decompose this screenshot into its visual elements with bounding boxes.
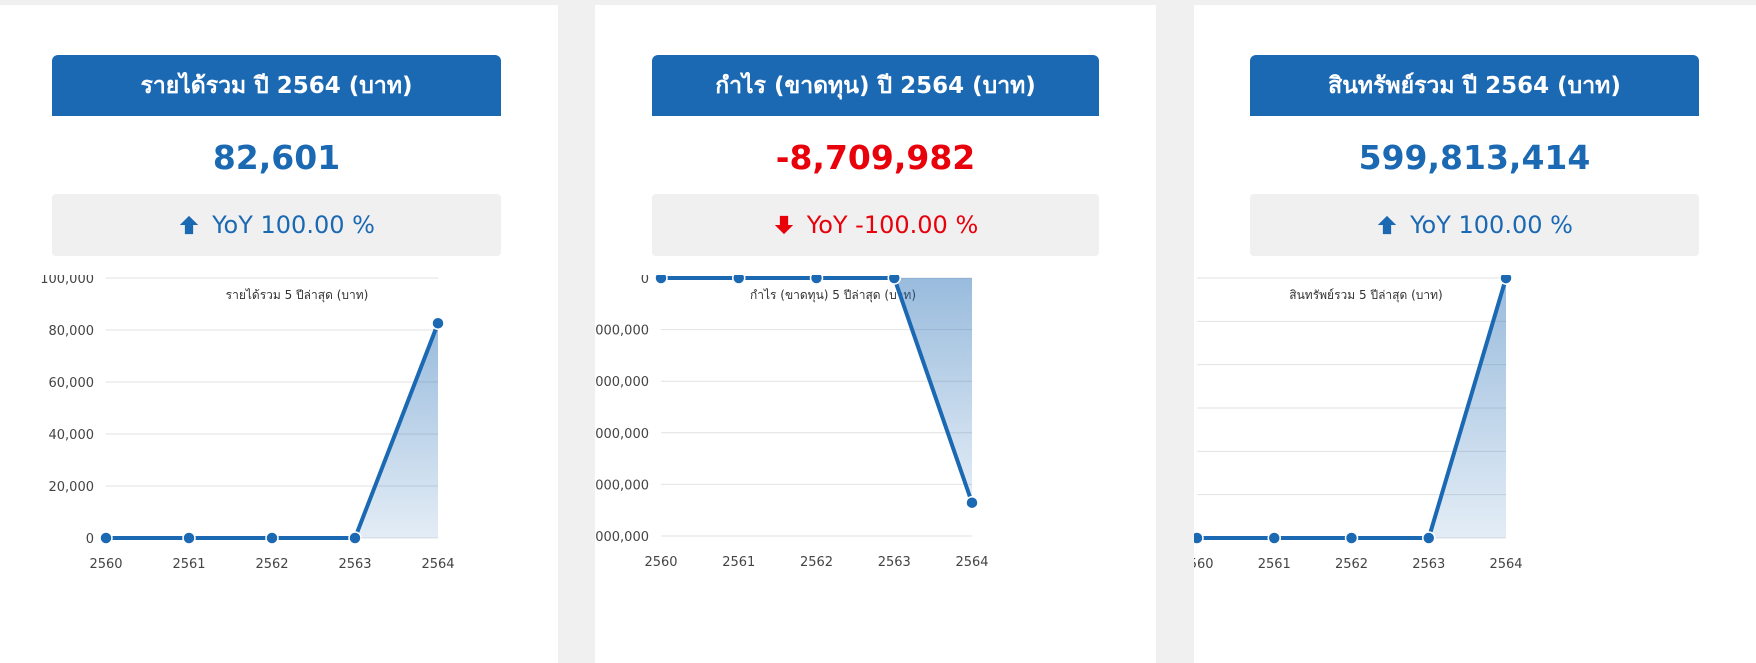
y-tick-label: 60,000	[49, 376, 95, 391]
y-tick-label: -8,000,000	[595, 478, 649, 493]
profit-chart: -10,000,000 -8,000,000 -6,000,000 -4,000,00…	[595, 275, 989, 570]
area-fill	[106, 323, 438, 538]
chart-title: รายได้รวม 5 ปีล่าสุด (บาท)	[226, 288, 369, 303]
x-tick-label: 2562	[800, 555, 833, 570]
area-fill	[661, 278, 972, 503]
data-point[interactable]	[1422, 531, 1436, 545]
data-point[interactable]	[887, 275, 901, 285]
x-tick-label: 2561	[1258, 557, 1291, 572]
x-tick-label: 2560	[644, 555, 677, 570]
revenue-card: รายได้รวม ปี 2564 (บาท) 82,601 YoY 100.0…	[0, 5, 558, 663]
profit-card-title: กำไร (ขาดทุน) ปี 2564 (บาท)	[652, 55, 1099, 116]
x-tick-label: 2564	[955, 555, 988, 570]
arrow-down-icon	[774, 215, 793, 235]
x-tick-label: 2560	[1194, 557, 1214, 572]
chart-title: กำไร (ขาดทุน) 5 ปีล่าสุด (บาท)	[750, 288, 916, 303]
y-tick-label: -10,000,000	[595, 530, 649, 545]
revenue-chart: 0 20,000 40,000 60,000 80,000 100,000 2560 2561…	[40, 275, 454, 572]
x-tick-label: 2562	[255, 557, 288, 572]
x-tick-label: 2563	[338, 557, 371, 572]
y-tick-label: 20,000	[49, 480, 95, 495]
assets-card-title: สินทรัพย์รวม ปี 2564 (บาท)	[1250, 55, 1699, 116]
revenue-card-title: รายได้รวม ปี 2564 (บาท)	[52, 55, 501, 116]
profit-card: กำไร (ขาดทุน) ปี 2564 (บาท) -8,709,982 Y…	[595, 5, 1156, 663]
data-point[interactable]	[1499, 275, 1513, 285]
assets-yoy-box: YoY 100.00 %	[1250, 194, 1699, 256]
revenue-yoy-label: YoY 100.00 %	[212, 211, 375, 239]
assets-card: สินทรัพย์รวม ปี 2564 (บาท) 599,813,414 Y…	[1194, 5, 1756, 663]
x-tick-label: 2564	[1489, 557, 1522, 572]
data-point[interactable]	[732, 275, 746, 285]
assets-chart: 0100,000,000200,000,000300,000,000400,00…	[1194, 275, 1523, 572]
profit-yoy-box: YoY -100.00 %	[652, 194, 1099, 256]
x-tick-label: 2560	[89, 557, 122, 572]
revenue-value: 82,601	[212, 137, 341, 177]
y-tick-label: 0	[641, 275, 649, 287]
data-point[interactable]	[965, 495, 979, 510]
data-point[interactable]	[182, 531, 196, 545]
y-tick-label: 100,000	[40, 275, 94, 287]
profit-value: -8,709,982	[775, 137, 976, 177]
x-tick-label: 2563	[878, 555, 911, 570]
arrow-up-icon	[1377, 215, 1397, 235]
x-tick-label: 2561	[722, 555, 755, 570]
profit-yoy-label: YoY -100.00 %	[806, 211, 979, 239]
data-point[interactable]	[654, 275, 668, 285]
y-tick-label: -6,000,000	[595, 427, 649, 442]
y-tick-label: -4,000,000	[595, 375, 649, 390]
data-point[interactable]	[1194, 531, 1204, 545]
area-fill	[1197, 278, 1506, 538]
data-point[interactable]	[809, 275, 824, 285]
y-tick-label: 80,000	[49, 324, 95, 339]
data-point[interactable]	[431, 316, 445, 330]
assets-value: 599,813,414	[1358, 137, 1591, 177]
x-tick-label: 2563	[1412, 557, 1445, 572]
data-point[interactable]	[1344, 531, 1359, 545]
revenue-yoy-box: YoY 100.00 %	[52, 194, 501, 256]
data-point[interactable]	[99, 531, 113, 545]
arrow-up-icon	[179, 215, 199, 235]
data-point[interactable]	[265, 531, 279, 545]
chart-title: สินทรัพย์รวม 5 ปีล่าสุด (บาท)	[1289, 288, 1442, 303]
x-tick-label: 2561	[172, 557, 205, 572]
data-point[interactable]	[1267, 531, 1281, 545]
assets-yoy-label: YoY 100.00 %	[1410, 211, 1573, 239]
x-tick-label: 2564	[421, 557, 454, 572]
x-tick-label: 2562	[1335, 557, 1368, 572]
data-point[interactable]	[348, 531, 362, 545]
y-tick-label: -2,000,000	[595, 324, 649, 339]
y-tick-label: 0	[86, 532, 94, 547]
y-tick-label: 40,000	[49, 428, 95, 443]
